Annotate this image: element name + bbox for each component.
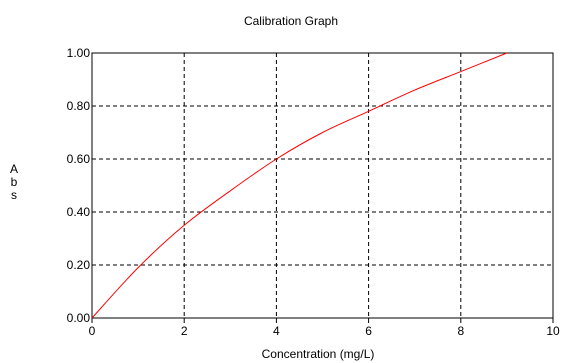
y-tick-label: 0.60	[67, 152, 91, 166]
chart-title: Calibration Graph	[244, 14, 338, 28]
y-tick-label: 0.00	[67, 311, 91, 325]
x-axis-label: Concentration (mg/L)	[262, 347, 375, 361]
x-tick-label: 2	[181, 324, 188, 338]
gridlines	[92, 53, 553, 318]
y-tick-label: 0.80	[67, 99, 91, 113]
x-tick-labels: 0 2 4 6 8 10	[89, 324, 560, 338]
x-tick-label: 6	[365, 324, 372, 338]
y-tick-label: 1.00	[67, 46, 91, 60]
x-tick-label: 4	[273, 324, 280, 338]
y-tick-label: 0.40	[67, 205, 91, 219]
x-tick-marks	[91, 318, 554, 323]
x-tick-label: 8	[457, 324, 464, 338]
x-tick-label: 0	[89, 324, 96, 338]
plot-area-border	[91, 52, 554, 319]
y-tick-label: 0.20	[67, 258, 91, 272]
series-line	[91, 52, 508, 319]
y-tick-labels: 0.00 0.20 0.40 0.60 0.80 1.00	[67, 46, 91, 325]
y-axis-label-letter: A	[10, 162, 18, 176]
y-axis-label-letter: s	[11, 188, 17, 202]
y-axis-label-letter: b	[11, 175, 18, 189]
y-axis-label: Abs	[10, 162, 18, 202]
x-tick-label: 10	[546, 324, 560, 338]
